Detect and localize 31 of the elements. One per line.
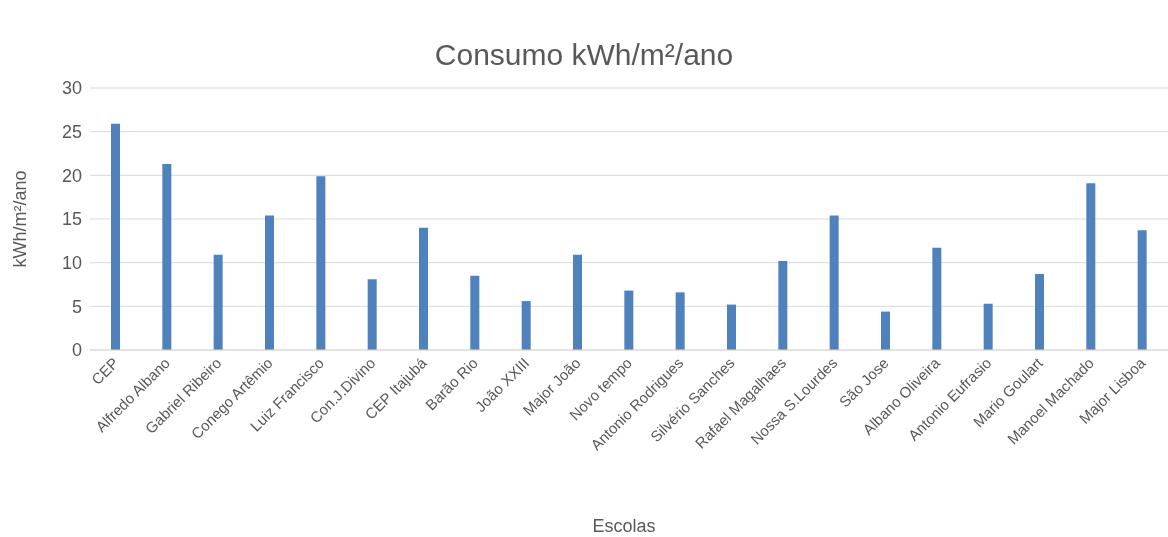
bar [1035, 274, 1044, 350]
y-tick-label: 20 [61, 165, 82, 186]
bar [983, 303, 993, 350]
y-axis-title: kWh/m²/ano [10, 170, 31, 268]
y-tick-label: 30 [61, 78, 82, 99]
bar [778, 260, 788, 350]
chart-title: Consumo kWh/m²/ano [433, 38, 735, 72]
bar [521, 301, 531, 350]
bar [419, 227, 428, 350]
bar [470, 275, 480, 350]
bar [932, 247, 942, 350]
x-axis-title: Escolas [591, 516, 657, 537]
y-tick-label: 25 [61, 122, 82, 143]
bar [162, 163, 172, 350]
bar [316, 176, 326, 350]
y-tick-label: 0 [71, 340, 82, 361]
bar [1137, 230, 1147, 350]
y-tick-label: 5 [71, 296, 82, 317]
y-tick-label: 15 [61, 209, 82, 230]
bar [829, 215, 839, 350]
bar [573, 254, 582, 350]
bar [727, 304, 736, 350]
bar [367, 279, 377, 350]
bar [675, 292, 685, 350]
bar [213, 254, 223, 350]
y-tick-label: 10 [61, 253, 82, 274]
bar [881, 311, 890, 350]
bar [624, 290, 634, 350]
bar [265, 215, 274, 350]
bar [111, 123, 120, 350]
bar [1086, 183, 1096, 350]
